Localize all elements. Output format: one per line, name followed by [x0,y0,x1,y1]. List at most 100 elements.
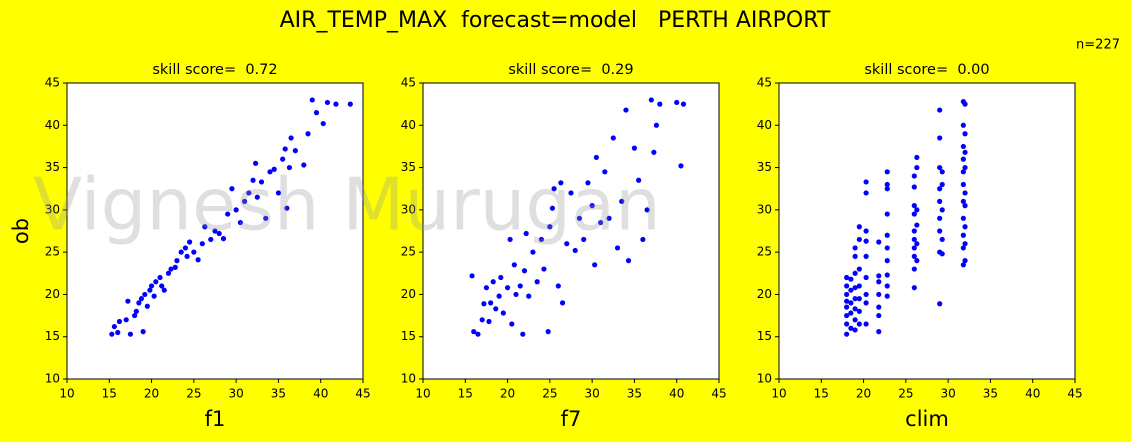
watermark: Vignesh Murugan [33,163,661,247]
x-axis-label: clim [905,407,949,431]
point [208,236,214,243]
point [541,266,547,272]
point [884,232,890,238]
point [507,236,513,243]
x-tick-label: 30 [585,387,600,401]
point [962,131,968,137]
point [856,266,862,272]
point [914,164,920,171]
x-tick-label: 15 [458,387,473,401]
point [585,180,591,186]
point [250,177,256,183]
x-tick-label: 40 [1025,387,1040,401]
point [863,253,869,259]
point [844,298,850,304]
point [136,300,142,306]
point [937,301,943,307]
point [475,331,481,337]
point [488,300,494,306]
y-tick-label: 35 [45,160,60,174]
point [282,146,288,152]
point [178,249,184,255]
point [469,273,475,279]
point [848,287,854,293]
point [115,329,121,336]
point [960,143,966,150]
point [559,300,566,306]
point [844,291,850,298]
point [640,236,646,243]
point [863,190,869,196]
point [852,306,858,312]
point [911,211,917,217]
point [937,107,943,113]
y-tick-label: 45 [45,76,60,90]
figure-title: AIR_TEMP_MAX forecast=model PERTH AIRPOR… [280,8,831,33]
point [863,274,869,281]
point [174,258,180,264]
point [960,215,966,221]
point [564,241,570,247]
point [863,179,869,185]
y-tick-label: 35 [757,160,772,174]
point [284,205,290,211]
point [960,245,966,251]
point [486,318,492,325]
point [960,122,966,128]
point [911,203,917,209]
point [844,331,850,337]
point [581,236,587,243]
point [305,131,311,137]
point [852,296,858,302]
y-tick-label: 15 [757,329,772,343]
panel-title: skill score= 0.72 [152,62,277,78]
point [324,99,331,106]
point [258,179,265,185]
point [937,135,943,141]
point [884,283,890,289]
y-tick-label: 35 [401,160,416,174]
point [939,251,945,257]
point [674,99,680,106]
point [876,304,882,310]
point [937,198,943,204]
point [960,169,966,175]
point [844,312,850,319]
point [116,318,123,325]
point [517,283,523,289]
point [534,279,540,285]
y-axis-label: ob [9,218,33,244]
point [651,149,657,155]
point [939,236,945,243]
point [876,312,882,319]
point [884,245,890,251]
point [848,276,854,282]
point [589,203,595,209]
point [151,293,157,299]
point [911,253,917,259]
point [168,266,174,272]
point [498,274,504,281]
point [148,283,155,289]
point [545,329,551,335]
point [856,283,862,289]
point [157,274,163,281]
point [526,293,532,299]
point [288,135,294,141]
point [144,303,150,309]
point [275,190,282,196]
point [159,283,165,289]
point [549,205,555,211]
point [939,207,945,213]
point [320,120,326,127]
point [631,145,638,151]
point [852,285,858,291]
point [125,298,131,304]
x-axis-label: f7 [561,407,582,431]
point [863,291,869,298]
y-tick-label: 45 [401,76,416,90]
point [199,241,205,247]
point [911,236,917,243]
point [619,198,625,204]
